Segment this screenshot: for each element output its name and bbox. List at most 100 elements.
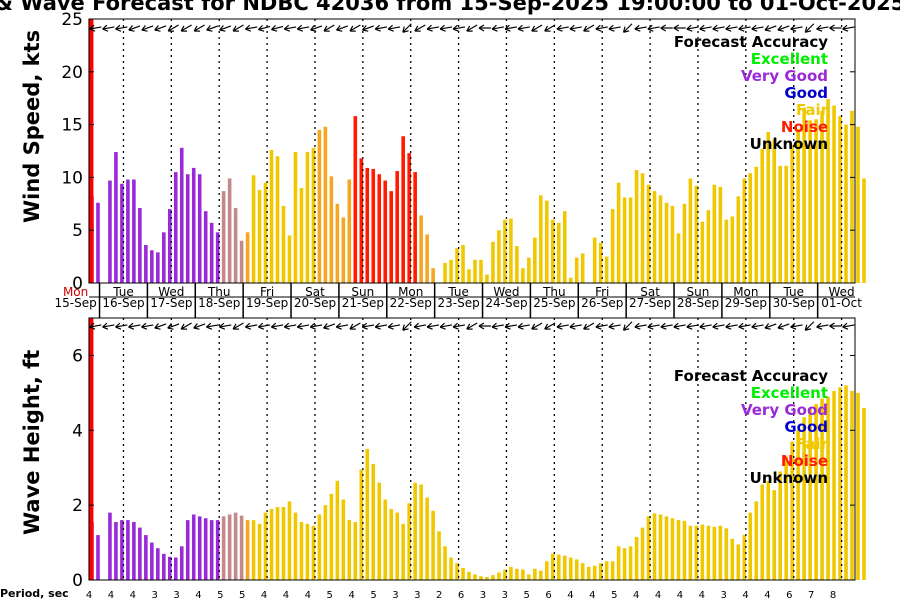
period-value: 3 [720,590,726,600]
wind-direction-arrow-icon [686,24,699,32]
wind-bar [640,173,645,283]
wind-direction-arrow-icon [634,24,647,32]
wind-bar [622,197,627,283]
wave-direction-arrow-icon [804,321,815,331]
wave-direction-arrow-icon [102,322,115,330]
wind-bar [742,178,747,283]
wave-bar [353,521,358,580]
wind-direction-arrow-icon [310,25,323,32]
wave-direction-arrow-icon [323,323,336,330]
wind-bar [114,152,118,283]
wind-bar [778,165,782,283]
day-date-label: 25-Sep [533,296,575,310]
wind-bar [533,237,537,283]
wave-bar [784,456,788,580]
period-value: 7 [808,590,814,600]
wind-bar [832,105,836,283]
wave-direction-arrow-icon [622,321,633,331]
wind-bar [748,173,753,283]
wind-bar [287,235,292,283]
wind-direction-arrow-icon [712,24,725,32]
period-value: 5 [370,590,376,600]
wave-bar [221,516,226,580]
wind-y-axis-label: Wind Speed, kts [20,29,44,223]
wave-bar [736,544,741,580]
wave-bar [425,497,429,580]
wave-bar [568,557,573,580]
day-date-label: 24-Sep [485,296,527,310]
wind-bar [772,139,777,283]
wave-bar [826,396,830,580]
wave-bar [628,546,633,580]
wind-bar [479,259,483,283]
wind-bar [377,174,382,283]
wave-direction-arrow-icon [115,322,128,330]
day-date-label: 01-Oct [821,296,862,310]
period-value: 4 [195,590,201,600]
wind-direction-arrow-icon [517,24,530,32]
page-title: & Wave Forecast for NDBC 42036 from 15-S… [0,0,900,15]
day-date-label: 18-Sep [198,296,240,310]
wave-bar [790,441,794,580]
wind-direction-arrow-icon [829,24,842,32]
wind-bar [281,205,286,283]
day-name-label: Sun [351,285,374,299]
wave-bar [114,521,118,580]
period-value: 4 [589,590,595,600]
wave-bar [144,535,148,580]
wave-direction-arrow-icon [569,322,582,330]
wave-direction-arrow-icon [232,322,244,330]
wave-direction-arrow-icon [699,322,712,330]
wave-bar [365,449,370,580]
wind-bar [509,218,513,283]
wave-direction-arrow-icon [583,322,595,330]
wave-y-axis-label: Wave Height, ft [20,349,44,535]
wind-bar [359,158,364,283]
wind-bar [610,209,615,283]
wave-bar [527,574,531,580]
wind-bar [299,187,304,283]
wave-bar [401,523,405,580]
wave-bar [281,507,286,580]
wind-bar [425,234,429,283]
wind-direction-arrow-icon [842,24,855,32]
wind-direction-arrow-icon [402,23,412,33]
wind-bar [347,179,352,283]
wind-direction-arrow-icon [660,24,673,32]
wave-bar [652,513,657,580]
day-date-label: 28-Sep [677,296,719,310]
legend-heading: Forecast Accuracy [673,367,828,385]
wind-direction-arrow-icon [569,24,582,32]
wave-bar [299,521,304,580]
wind-bar [150,250,154,283]
period-value: 4 [348,590,354,600]
period-value: 4 [283,590,289,600]
wind-bar [497,230,501,283]
wind-bar [616,182,621,283]
wind-bar [730,216,735,283]
wind-direction-arrow-icon [323,24,335,32]
wave-bar [760,484,765,580]
wind-direction-arrow-icon [478,24,491,32]
wind-bar [245,232,250,283]
wind-direction-arrow-icon [271,24,284,32]
wind-direction-arrow-icon [115,24,128,32]
wave-bar [305,523,310,580]
wind-bar [491,241,495,283]
wind-bar [323,126,328,284]
wind-bar [371,168,376,283]
wave-direction-arrow-icon [89,322,102,330]
wave-direction-arrow-icon [193,323,206,330]
wind-direction-arrow-icon [725,24,738,32]
wind-bar [473,259,477,283]
wind-bar [790,144,794,283]
wind-plot-frame [88,18,856,284]
wind-direction-arrow-icon [283,24,297,32]
wave-bar [233,512,238,580]
wave-bar [455,563,459,580]
wind-now-line [88,19,94,283]
wave-bar [622,548,627,580]
wave-direction-arrow-icon [751,322,764,330]
wave-bar [515,568,519,580]
wind-bar [443,262,447,283]
